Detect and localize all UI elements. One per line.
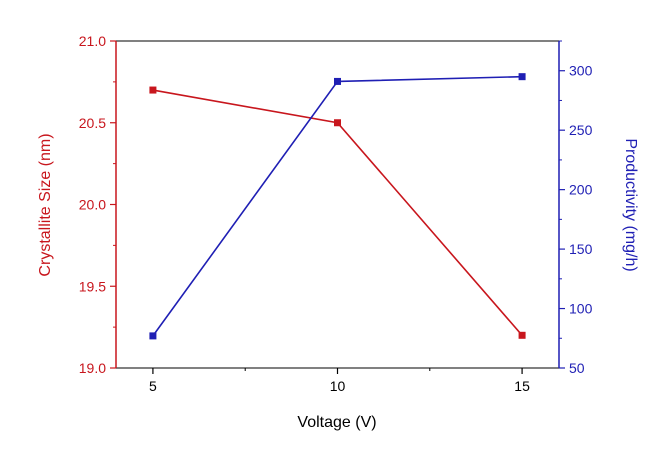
crystallite-size-line [152,89,523,336]
left-y-axis: 19.0 19.5 20.0 20.5 21.0 [79,33,117,376]
productivity-marker [334,77,341,85]
productivity-line [152,75,523,337]
x-axis: 5 10 15 [149,368,530,394]
crystallite-size-marker [334,119,341,127]
right-y-axis: 50 100 150 200 250 300 [558,40,593,376]
productivity-marker [518,73,526,81]
right-tick-label: 250 [569,122,593,138]
right-tick-label: 300 [569,63,593,79]
plot-frame [115,40,560,369]
crystallite-size-marker [149,86,157,94]
x-axis-title: Voltage (V) [297,414,376,431]
left-tick-label: 19.0 [79,360,106,376]
right-tick-label: 200 [569,182,593,198]
productivity-marker [149,332,157,340]
left-tick-label: 20.0 [79,197,106,213]
x-tick-label: 5 [149,378,157,394]
x-tick-label: 10 [330,378,346,394]
crystallite-size-marker [518,331,526,339]
series-layer [149,73,526,340]
left-tick-label: 20.5 [79,115,106,131]
left-tick-label: 19.5 [79,278,106,294]
right-tick-label: 100 [569,301,593,317]
right-tick-label: 50 [569,360,585,376]
x-tick-label: 15 [514,378,530,394]
right-y-axis-title: Productivity (mg/h) [622,138,639,271]
left-y-axis-title: Crystallite Size (nm) [37,133,54,276]
right-tick-label: 150 [569,241,593,257]
left-tick-label: 21.0 [79,33,106,49]
